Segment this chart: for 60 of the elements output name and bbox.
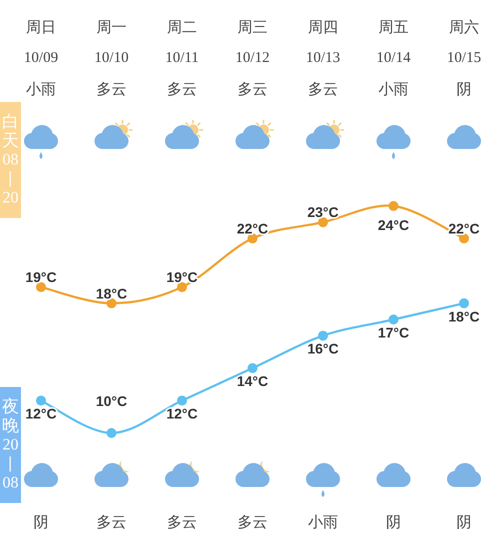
data-label: 22°C bbox=[448, 220, 480, 236]
data-label: 16°C bbox=[307, 340, 339, 357]
x-tick-label: 周六 bbox=[449, 18, 479, 36]
text: 10/09 bbox=[24, 50, 58, 66]
data-label: 18°C bbox=[96, 285, 128, 302]
data-label: 23°C bbox=[307, 204, 339, 220]
point bbox=[36, 282, 46, 292]
text: 小雨 bbox=[308, 513, 338, 531]
point bbox=[388, 201, 398, 211]
data-label: 10°C bbox=[96, 393, 128, 409]
text: 阴 bbox=[456, 513, 472, 531]
text: 小雨 bbox=[26, 80, 56, 98]
annotation: 夜晚20—08 bbox=[0, 397, 20, 492]
point bbox=[459, 233, 469, 244]
text: 10/14 bbox=[376, 50, 412, 66]
data-label: 14°C bbox=[236, 373, 268, 390]
point bbox=[177, 282, 187, 292]
point bbox=[459, 298, 469, 308]
text: 10/13 bbox=[306, 50, 340, 66]
data-label: 24°C bbox=[378, 217, 410, 233]
x-tick-label: 周一 bbox=[96, 18, 126, 36]
text: 阴 bbox=[456, 80, 472, 98]
text: 多云 bbox=[308, 80, 338, 98]
data-label: 22°C bbox=[236, 220, 268, 236]
annotation: 白天08—20 bbox=[0, 112, 20, 206]
text: 多云 bbox=[238, 513, 268, 531]
text: 阴 bbox=[386, 513, 401, 531]
text: 阴 bbox=[34, 513, 48, 531]
point bbox=[248, 363, 258, 374]
text: 10/10 bbox=[94, 50, 129, 66]
text: 10/12 bbox=[235, 50, 270, 66]
x-tick-label: 周五 bbox=[378, 18, 408, 36]
text: 10/15 bbox=[446, 50, 482, 66]
data-label: 12°C bbox=[166, 406, 198, 422]
text: 多云 bbox=[167, 513, 197, 531]
x-tick-label: 周三 bbox=[238, 18, 268, 36]
data-label: 12°C bbox=[25, 406, 57, 422]
point bbox=[248, 233, 258, 244]
point bbox=[177, 396, 187, 406]
text: 小雨 bbox=[378, 80, 408, 98]
data-label: 17°C bbox=[378, 324, 410, 340]
point bbox=[388, 314, 398, 324]
side-label: 白天08—20 bbox=[0, 102, 21, 218]
text: 多云 bbox=[238, 80, 268, 98]
side-label: 夜晚20—08 bbox=[0, 387, 21, 503]
data-label: 19°C bbox=[166, 269, 198, 286]
x-tick-label: 周二 bbox=[167, 18, 197, 36]
text: 多云 bbox=[167, 80, 197, 98]
text: 多云 bbox=[96, 80, 126, 98]
x-tick-label: 周四 bbox=[308, 18, 338, 36]
x-tick-label: 周日 bbox=[26, 18, 56, 36]
point bbox=[106, 298, 116, 308]
point bbox=[36, 396, 46, 406]
point bbox=[318, 330, 328, 341]
data-label: 19°C bbox=[25, 269, 57, 286]
text: 多云 bbox=[96, 513, 126, 531]
text: 10/11 bbox=[165, 50, 199, 66]
point bbox=[318, 217, 328, 228]
data-label: 18°C bbox=[448, 308, 480, 324]
point bbox=[106, 428, 116, 438]
